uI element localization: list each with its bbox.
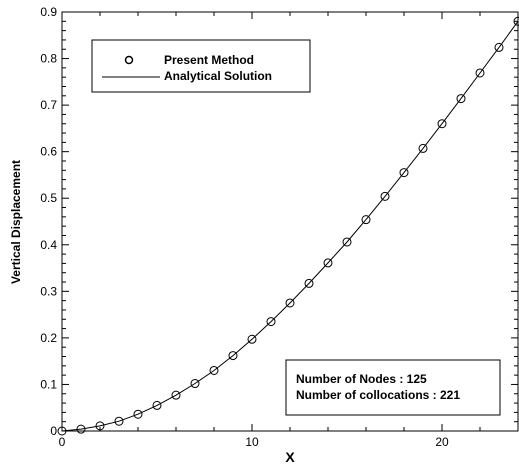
- y-tick-label: 0: [50, 424, 57, 438]
- tick-labels: 0 0.1 0.2 0.3 0.4 0.5 0.6 0.7 0.8 0.9 0 10 20: [40, 5, 449, 449]
- present-method-point: [304, 278, 314, 288]
- present-method-point: [228, 351, 238, 361]
- y-tick-label: 0.8: [40, 52, 57, 66]
- y-tick-label: 0.6: [40, 145, 57, 159]
- legend-label-analytical-solution: Analytical Solution: [164, 69, 272, 83]
- present-method-point: [285, 298, 295, 308]
- present-method-point: [190, 379, 200, 389]
- present-method-point: [76, 424, 86, 434]
- x-tick-label: 10: [245, 435, 259, 449]
- present-method-point: [513, 16, 519, 26]
- present-method-point: [152, 400, 162, 410]
- analytical-solution-line: [61, 21, 519, 432]
- present-method-point: [456, 94, 466, 104]
- present-method-point: [209, 365, 219, 375]
- present-method-point: [133, 409, 143, 419]
- annotation-nodes: Number of Nodes : 125: [296, 372, 427, 386]
- y-tick-label: 0.4: [40, 238, 57, 252]
- present-method-point: [342, 237, 352, 247]
- present-method-series: [57, 16, 519, 436]
- present-method-point: [475, 68, 485, 78]
- x-tick-label: 0: [59, 435, 66, 449]
- annotation-collocations: Number of collocations : 221: [296, 388, 460, 402]
- present-method-point: [266, 317, 276, 327]
- annotation: Number of Nodes : 125 Number of collocat…: [285, 359, 501, 416]
- y-tick-label: 0.1: [40, 377, 57, 391]
- legend-marker-circle: [124, 55, 134, 65]
- y-tick-label: 0.7: [40, 98, 57, 112]
- x-tick-label: 20: [435, 435, 449, 449]
- present-method-point: [437, 119, 447, 129]
- analytical-solution-series: [61, 21, 519, 432]
- x-axis-title: X: [285, 449, 295, 465]
- present-method-point: [114, 416, 124, 426]
- present-method-point: [418, 143, 428, 153]
- y-tick-label: 0.2: [40, 331, 57, 345]
- y-axis-title: Vertical Displacement: [9, 160, 23, 284]
- axis-ticks: [61, 11, 519, 432]
- present-method-point: [171, 390, 181, 400]
- y-tick-label: 0.9: [40, 5, 57, 19]
- y-tick-label: 0.3: [40, 284, 57, 298]
- present-method-point: [323, 258, 333, 268]
- legend-box: [91, 39, 311, 93]
- legend: Present Method Analytical Solution: [91, 39, 311, 93]
- present-method-point: [399, 168, 409, 178]
- annotation-box: [285, 359, 501, 416]
- legend-label-present-method: Present Method: [164, 53, 254, 67]
- present-method-point: [494, 42, 504, 52]
- y-tick-label: 0.5: [40, 191, 57, 205]
- present-method-point: [380, 191, 390, 201]
- present-method-point: [361, 215, 371, 225]
- present-method-point: [247, 334, 257, 344]
- present-method-point: [57, 426, 67, 436]
- present-method-point: [95, 421, 105, 431]
